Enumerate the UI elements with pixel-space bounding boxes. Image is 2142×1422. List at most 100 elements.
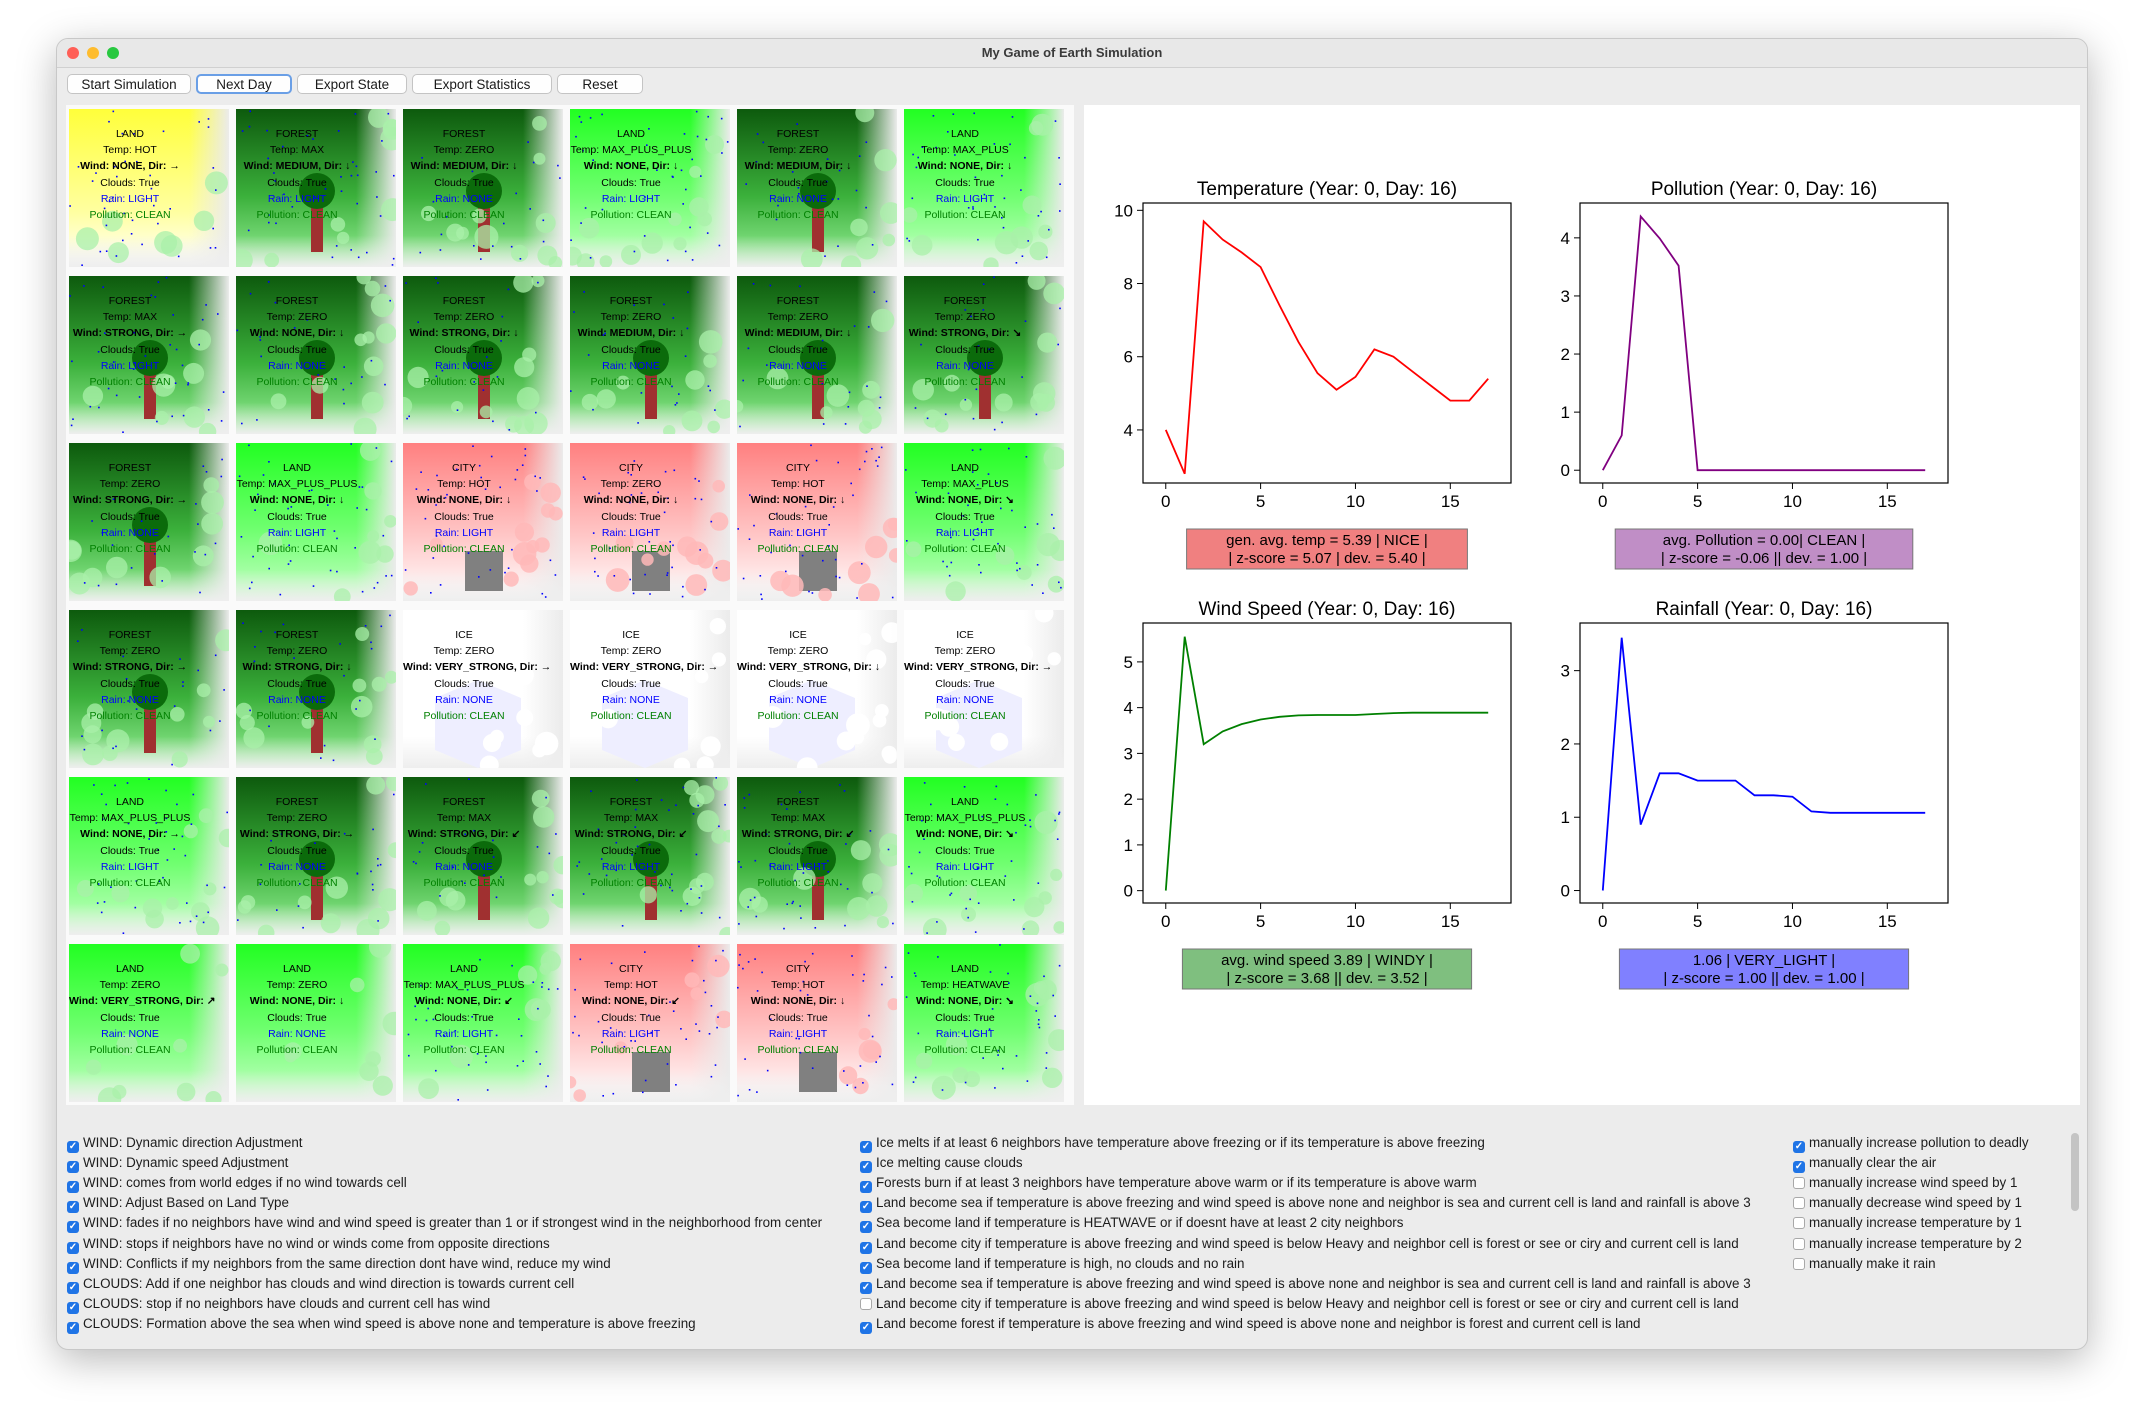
rule-checkbox[interactable]: manually increase temperature by 1: [1793, 1213, 2022, 1233]
grid-cell[interactable]: FOREST Temp: ZERO Wind: STRONG, Dir: → Clou…: [69, 443, 229, 601]
grid-cell[interactable]: LAND Temp: HEATWAVE Wind: NONE, Dir: ↘ Clou…: [904, 944, 1064, 1102]
grid-cell[interactable]: ICE Temp: ZERO Wind: VERY_STRONG, Dir: → Cl…: [904, 610, 1064, 768]
rule-checkbox[interactable]: ✓ WIND: stops if neighbors have no wind o…: [67, 1234, 550, 1254]
rule-checkbox[interactable]: ✓ WIND: Dynamic direction Adjustment: [67, 1133, 303, 1153]
grid-cell[interactable]: FOREST Temp: ZERO Wind: STRONG, Dir: ↓ Clou…: [236, 610, 396, 768]
grid-cell[interactable]: CITY Temp: HOT Wind: NONE, Dir: ↓ Clouds: T…: [403, 443, 563, 601]
grid-cell[interactable]: FOREST Temp: ZERO Wind: MEDIUM, Dir: ↓ Clou…: [737, 109, 897, 267]
close-window-icon[interactable]: [67, 47, 79, 59]
rule-checkbox[interactable]: manually decrease wind speed by 1: [1793, 1193, 2022, 1213]
grid-cell[interactable]: LAND Temp: MAX_PLUS_PLUS Wind: NONE, Dir: …: [570, 109, 730, 267]
grid-cell[interactable]: ICE Temp: ZERO Wind: VERY_STRONG, Dir: → Cl…: [403, 610, 563, 768]
checkbox-checked-icon[interactable]: ✓: [67, 1201, 79, 1214]
grid-cell[interactable]: FOREST Temp: ZERO Wind: STRONG, Dir: → Clou…: [236, 777, 396, 935]
checkbox-checked-icon[interactable]: ✓: [860, 1241, 872, 1254]
checkbox-checked-icon[interactable]: ✓: [67, 1221, 79, 1234]
checkbox-checked-icon[interactable]: ✓: [67, 1301, 79, 1314]
next-day-button[interactable]: Next Day: [196, 74, 292, 94]
checkbox-checked-icon[interactable]: ✓: [860, 1281, 872, 1294]
rule-checkbox[interactable]: ✓ WIND: Dynamic speed Adjustment: [67, 1153, 288, 1174]
grid-cell[interactable]: FOREST Temp: MAX Wind: MEDIUM, Dir: ↓ Cloud…: [236, 109, 396, 267]
rule-checkbox[interactable]: ✓ WIND: Adjust Based on Land Type: [67, 1193, 289, 1214]
grid-cell[interactable]: LAND Temp: MAX_PLUS Wind: NONE, Dir: ↓ Clou…: [904, 109, 1064, 267]
grid-cell[interactable]: FOREST Temp: MAX Wind: STRONG, Dir: ↙ Cloud…: [570, 777, 730, 935]
grid-cell[interactable]: LAND Temp: MAX_PLUS Wind: NONE, Dir: ↘ Clou…: [904, 443, 1064, 601]
rule-checkbox[interactable]: ✓ Ice melts if at least 6 neighbors have …: [860, 1133, 1485, 1153]
grid-cell[interactable]: FOREST Temp: ZERO Wind: STRONG, Dir: → Clou…: [69, 610, 229, 768]
rule-checkbox[interactable]: ✓ Forests burn if at least 3 neighbors ha…: [860, 1173, 1477, 1194]
rule-checkbox[interactable]: ✓ manually increase pollution to deadly: [1793, 1133, 2029, 1153]
grid-cell[interactable]: FOREST Temp: MAX Wind: STRONG, Dir: → Cloud…: [69, 276, 229, 434]
grid-cell[interactable]: LAND Temp: MAX_PLUS_PLUS Wind: NONE, Dir: …: [403, 944, 563, 1102]
grid-cell[interactable]: CITY Temp: ZERO Wind: NONE, Dir: ↓ Clouds: …: [570, 443, 730, 601]
checkbox-checked-icon[interactable]: ✓: [67, 1321, 79, 1334]
rules-scrollbar[interactable]: [2071, 1133, 2079, 1211]
checkbox-unchecked-icon[interactable]: [1793, 1217, 1805, 1230]
grid-cell[interactable]: FOREST Temp: ZERO Wind: MEDIUM, Dir: ↓ Clou…: [737, 276, 897, 434]
checkbox-checked-icon[interactable]: ✓: [67, 1281, 79, 1294]
checkbox-checked-icon[interactable]: ✓: [860, 1221, 872, 1234]
checkbox-checked-icon[interactable]: ✓: [67, 1181, 79, 1194]
grid-cell[interactable]: LAND Temp: MAX_PLUS_PLUS Wind: NONE, Dir: …: [236, 443, 396, 601]
rule-checkbox[interactable]: manually increase temperature by 2: [1793, 1234, 2022, 1254]
start-simulation-button[interactable]: Start Simulation: [67, 74, 191, 94]
grid-cell[interactable]: LAND Temp: ZERO Wind: VERY_STRONG, Dir: ↗ C…: [69, 944, 229, 1102]
rule-checkbox[interactable]: ✓ Land become sea if temperature is above…: [860, 1274, 1751, 1294]
checkbox-unchecked-icon[interactable]: [1793, 1177, 1805, 1190]
checkbox-checked-icon[interactable]: ✓: [67, 1161, 79, 1174]
checkbox-unchecked-icon[interactable]: [1793, 1237, 1805, 1250]
rule-checkbox[interactable]: ✓ WIND: comes from world edges if no wind…: [67, 1173, 407, 1194]
world-grid[interactable]: LAND Temp: HOT Wind: NONE, Dir: → Clouds: T…: [66, 105, 1074, 1105]
grid-cell[interactable]: CITY Temp: HOT Wind: NONE, Dir: ↙ Clouds: T…: [570, 944, 730, 1102]
grid-cell[interactable]: LAND Temp: ZERO Wind: NONE, Dir: ↓ Clouds: …: [236, 944, 396, 1102]
rule-checkbox[interactable]: ✓ Land become sea if temperature is above…: [860, 1193, 1751, 1214]
checkbox-checked-icon[interactable]: ✓: [67, 1141, 79, 1153]
checkbox-unchecked-icon[interactable]: [860, 1297, 872, 1310]
grid-cell[interactable]: FOREST Temp: MAX Wind: STRONG, Dir: ↙ Cloud…: [403, 777, 563, 935]
grid-cell[interactable]: ICE Temp: ZERO Wind: VERY_STRONG, Dir: ↓ Cl…: [737, 610, 897, 768]
rule-checkbox[interactable]: Land become city if temperature is above…: [860, 1294, 1739, 1314]
grid-cell[interactable]: FOREST Temp: ZERO Wind: STRONG, Dir: ↘ Clou…: [904, 276, 1064, 434]
grid-cell[interactable]: FOREST Temp: ZERO Wind: MEDIUM, Dir: ↓ Clou…: [403, 109, 563, 267]
rule-checkbox[interactable]: ✓ Sea become land if temperature is HEATW…: [860, 1213, 1403, 1234]
rule-checkbox[interactable]: ✓ Land become forest if temperature is ab…: [860, 1314, 1640, 1334]
checkbox-checked-icon[interactable]: ✓: [1793, 1161, 1805, 1174]
checkbox-checked-icon[interactable]: ✓: [860, 1181, 872, 1194]
checkbox-checked-icon[interactable]: ✓: [860, 1261, 872, 1274]
grid-cell[interactable]: FOREST Temp: ZERO Wind: NONE, Dir: ↓ Clouds…: [236, 276, 396, 434]
rule-checkbox[interactable]: ✓ WIND: Conflicts if my neighbors from th…: [67, 1254, 611, 1274]
checkbox-unchecked-icon[interactable]: [1793, 1257, 1805, 1270]
rule-checkbox[interactable]: ✓ WIND: fades if no neighbors have wind a…: [67, 1213, 822, 1234]
checkbox-unchecked-icon[interactable]: [1793, 1197, 1805, 1210]
reset-button[interactable]: Reset: [557, 74, 643, 94]
grid-cell[interactable]: CITY Temp: HOT Wind: NONE, Dir: ↓ Clouds: T…: [737, 443, 897, 601]
rule-checkbox[interactable]: ✓ CLOUDS: Add if one neighbor has clouds …: [67, 1274, 574, 1294]
grid-cell[interactable]: FOREST Temp: ZERO Wind: STRONG, Dir: ↓ Clou…: [403, 276, 563, 434]
checkbox-checked-icon[interactable]: ✓: [1793, 1141, 1805, 1153]
export-state-button[interactable]: Export State: [297, 74, 407, 94]
rule-checkbox[interactable]: ✓ Sea become land if temperature is high,…: [860, 1254, 1244, 1274]
checkbox-checked-icon[interactable]: ✓: [860, 1321, 872, 1334]
export-statistics-button[interactable]: Export Statistics: [412, 74, 552, 94]
zoom-window-icon[interactable]: [107, 47, 119, 59]
checkbox-checked-icon[interactable]: ✓: [67, 1241, 79, 1254]
rule-checkbox[interactable]: ✓ manually clear the air: [1793, 1153, 1936, 1174]
rule-checkbox[interactable]: ✓ Ice melting cause clouds: [860, 1153, 1023, 1174]
rule-checkbox[interactable]: ✓ Land become city if temperature is abov…: [860, 1234, 1739, 1254]
grid-cell[interactable]: LAND Temp: MAX_PLUS_PLUS Wind: NONE, Dir: …: [904, 777, 1064, 935]
grid-cell[interactable]: LAND Temp: HOT Wind: NONE, Dir: → Clouds: T…: [69, 109, 229, 267]
checkbox-checked-icon[interactable]: ✓: [860, 1161, 872, 1174]
rule-checkbox[interactable]: ✓ CLOUDS: Formation above the sea when wi…: [67, 1314, 696, 1334]
rule-checkbox[interactable]: manually make it rain: [1793, 1254, 1936, 1274]
rule-checkbox[interactable]: ✓ CLOUDS: stop if no neighbors have cloud…: [67, 1294, 490, 1314]
grid-cell[interactable]: FOREST Temp: MAX Wind: STRONG, Dir: ↙ Cloud…: [737, 777, 897, 935]
grid-cell[interactable]: LAND Temp: MAX_PLUS_PLUS Wind: NONE, Dir: …: [69, 777, 229, 935]
rule-checkbox[interactable]: manually increase wind speed by 1: [1793, 1173, 2017, 1193]
minimize-window-icon[interactable]: [87, 47, 99, 59]
checkbox-checked-icon[interactable]: ✓: [860, 1141, 872, 1153]
grid-cell[interactable]: FOREST Temp: ZERO Wind: MEDIUM, Dir: ↓ Clou…: [570, 276, 730, 434]
grid-cell[interactable]: CITY Temp: HOT Wind: NONE, Dir: ↓ Clouds: T…: [737, 944, 897, 1102]
grid-cell[interactable]: ICE Temp: ZERO Wind: VERY_STRONG, Dir: → Cl…: [570, 610, 730, 768]
checkbox-checked-icon[interactable]: ✓: [67, 1261, 79, 1274]
checkbox-checked-icon[interactable]: ✓: [860, 1201, 872, 1214]
